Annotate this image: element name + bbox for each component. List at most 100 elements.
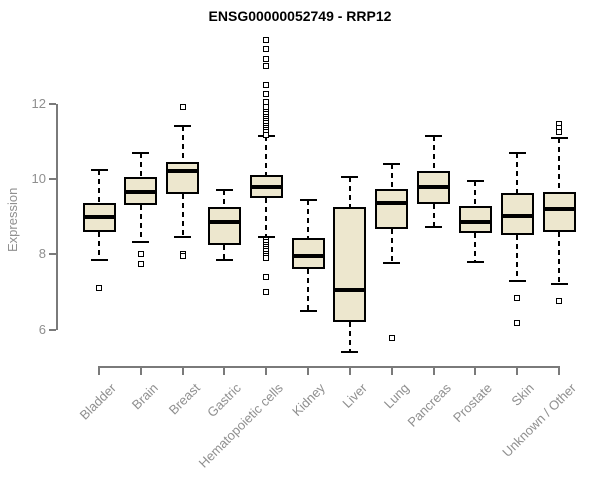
whisker-cap-lower [174,235,192,238]
x-axis-tick [474,368,477,375]
y-axis-tick [49,328,56,331]
y-axis-tick-label: 10 [31,171,46,186]
whisker-lower [432,203,435,227]
outlier-point [263,81,270,88]
y-axis-tick-label: 6 [38,321,46,337]
outlier-point [263,36,270,43]
outlier-point [137,251,144,258]
outlier-point [179,104,186,111]
x-axis-tick [307,368,310,375]
x-axis-tick [98,368,100,375]
whisker-cap-lower [132,240,150,243]
outlier-point [556,298,563,305]
whisker-cap-lower [508,280,526,283]
whisker-cap-lower [215,258,233,261]
whisker-upper [265,135,268,176]
outlier-point [388,334,395,341]
whisker-upper [558,137,561,192]
x-axis-tick [265,368,268,375]
median-line [249,184,283,189]
whisker-upper [307,200,310,239]
median-line [207,219,241,224]
median-line [458,219,492,224]
whisker-upper [223,190,226,208]
x-axis-tick [390,368,393,375]
whisker-cap-upper [215,189,233,192]
outlier-point [137,260,144,267]
whisker-lower [390,229,393,263]
chart-title: ENSG00000052749 - RRP12 [208,8,392,24]
median-line [166,169,200,174]
x-axis-tick [181,368,184,375]
whisker-cap-lower [299,309,317,312]
whisker-lower [98,231,100,260]
outlier-point [263,131,270,138]
whisker-upper [139,152,142,178]
whisker-cap-lower [550,283,568,286]
whisker-cap-upper [132,151,150,154]
whisker-lower [223,244,226,260]
whisker-cap-upper [299,199,317,202]
whisker-cap-lower [383,261,401,264]
median-line [417,184,451,189]
whisker-upper [516,152,519,194]
median-line [291,254,325,259]
y-axis-tick [49,178,56,180]
whisker-lower [181,194,184,237]
whisker-cap-lower [341,351,359,354]
whisker-cap-upper [425,134,443,137]
whisker-lower [307,269,310,311]
x-axis-tick [558,368,561,375]
y-axis-tick-label: 12 [31,95,46,111]
y-axis-tick-label: 8 [38,246,46,262]
outlier-point [514,320,521,327]
whisker-cap-lower [425,225,443,228]
box [207,207,241,245]
whisker-lower [474,233,477,262]
box [333,207,367,323]
whisker-upper [474,180,477,207]
whisker-cap-upper [466,179,484,182]
whisker-lower [558,231,561,285]
whisker-cap-upper [383,162,401,165]
median-line [375,201,409,206]
outlier-point [263,255,270,262]
outlier-point [96,285,102,292]
x-axis-tick [223,368,226,375]
outlier-point [263,63,270,70]
median-line [542,207,576,212]
x-axis-line [98,366,561,368]
x-axis-tick [348,368,351,375]
whisker-cap-upper [508,151,526,154]
y-axis-tick [49,253,56,256]
whisker-lower [516,235,519,282]
median-line [82,214,116,219]
box [375,189,409,230]
outlier-point [263,98,270,105]
box [291,238,325,270]
whisker-lower [265,197,268,238]
whisker-upper [181,126,184,163]
whisker-cap-upper [174,125,192,128]
whisker-cap-upper [341,176,359,179]
whisker-lower [139,205,142,242]
x-axis-tick [432,368,435,375]
outlier-point [556,128,563,135]
y-axis-tick [49,102,56,105]
box [542,191,576,232]
whisker-cap-upper [90,168,108,171]
whisker-cap-lower [90,258,108,261]
outlier-point [179,253,186,260]
x-axis-category-label: Unknown / Other [499,380,580,460]
whisker-upper [432,135,435,172]
whisker-upper [390,163,393,190]
outlier-point [514,295,521,302]
outlier-point [263,91,270,98]
whisker-upper [98,169,100,204]
y-axis-line [56,103,58,330]
whisker-upper [348,177,351,208]
outlier-point [263,273,270,280]
median-line [500,213,534,218]
